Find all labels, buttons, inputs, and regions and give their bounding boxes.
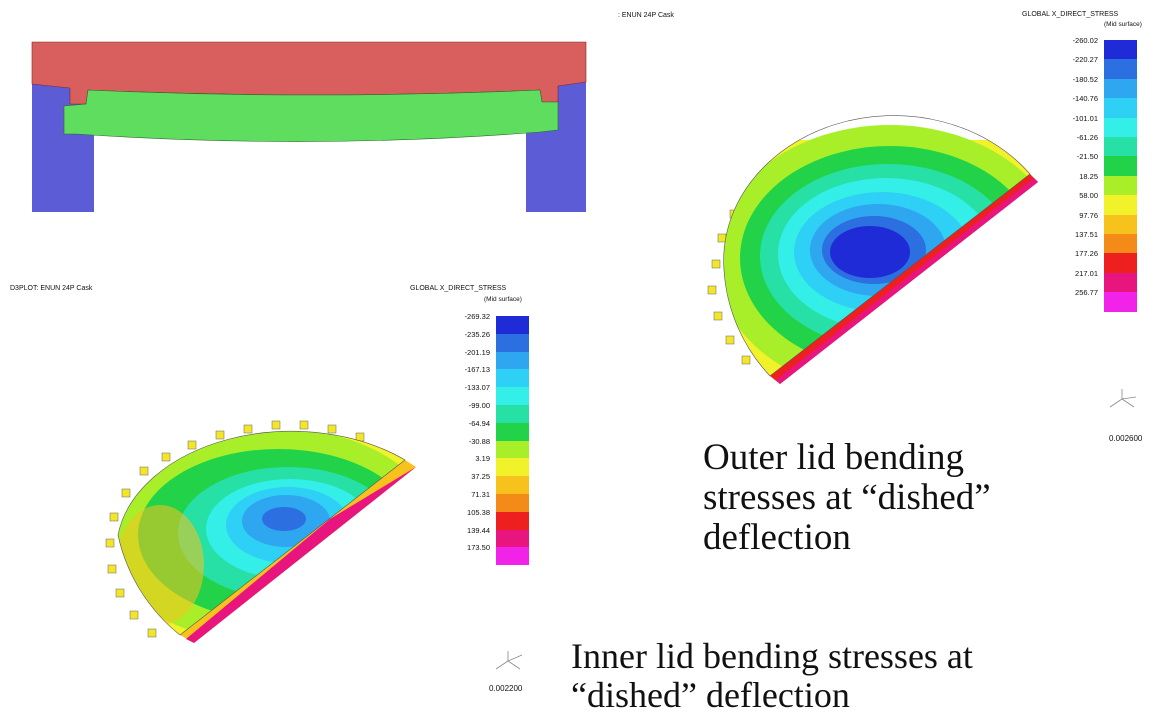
legend-color-swatch	[1104, 117, 1137, 137]
inner-rim-notches	[105, 420, 365, 638]
legend-color-swatch	[496, 476, 529, 494]
legend-color-swatch	[1104, 137, 1137, 157]
legend-color-swatch	[1104, 156, 1137, 176]
legend-value-label: -167.13	[464, 365, 490, 375]
inner-caption-line-2: “dished” deflection	[571, 674, 850, 715]
legend-color-swatch	[1104, 98, 1137, 118]
legend-value-label: 58.00	[1079, 191, 1098, 201]
legend-value-label: 18.25	[1079, 171, 1098, 181]
legend-color-swatch	[496, 529, 529, 548]
inner-scale-value: 0.002200	[489, 684, 523, 693]
legend-color-swatch	[1104, 234, 1137, 254]
legend-value-label: -21.50	[1076, 152, 1098, 162]
legend-value-label: -61.26	[1076, 133, 1098, 142]
outer-caption-line-2: stresses at “dished”	[703, 476, 991, 518]
legend-color-swatch	[1104, 253, 1137, 273]
outer-lid-cut-face	[770, 174, 1038, 384]
legend-color-swatch	[496, 316, 529, 334]
outer-color-legend: -260.02 -220.27 -180.52 -140.76 -101.01 -61.2…	[1060, 36, 1160, 320]
inner-legend-subtitle: (Mid surface)	[484, 296, 522, 303]
legend-color-swatch	[496, 547, 529, 566]
legend-color-swatch	[496, 511, 529, 530]
legend-color-swatch	[496, 494, 529, 512]
legend-value-label: 3.19	[475, 454, 490, 464]
legend-color-swatch	[1104, 175, 1137, 196]
outer-legend-subtitle: (Mid surface)	[1104, 21, 1142, 28]
inner-panel-header: D3PLOT: ENUN 24P Cask	[10, 285, 93, 292]
outer-caption-line-3: deflection	[703, 516, 851, 558]
legend-value-label: -220.27	[1072, 55, 1098, 65]
legend-color-swatch	[496, 351, 529, 370]
legend-color-swatch	[1104, 40, 1137, 60]
legend-value-label: 139.44	[467, 525, 490, 535]
legend-color-swatch	[1104, 292, 1137, 312]
legend-value-label: -133.07	[464, 383, 490, 393]
outer-lid-caption: Outer lid bending stresses at “dished” d…	[703, 438, 991, 558]
legend-value-label: -201.19	[464, 347, 490, 357]
legend-value-label: -30.88	[468, 436, 490, 446]
legend-value-label: -180.52	[1072, 74, 1098, 84]
legend-color-swatch	[496, 422, 529, 441]
legend-color-swatch	[496, 387, 529, 405]
legend-value-label: 97.76	[1079, 210, 1098, 220]
legend-value-label: 37.25	[471, 472, 490, 482]
legend-color-swatch	[1104, 59, 1137, 79]
inner-caption-line-1: Inner lid bending stresses at	[571, 636, 973, 676]
outer-lid-contour-plot	[707, 115, 1038, 384]
legend-color-swatch	[1104, 78, 1137, 99]
outer-scale-value: 0.002600	[1109, 434, 1143, 443]
legend-value-label: 217.01	[1075, 268, 1098, 278]
legend-value-label: -235.26	[464, 329, 490, 339]
inner-legend-title: GLOBAL X_DIRECT_STRESS	[410, 285, 507, 292]
legend-color-swatch	[1104, 214, 1137, 234]
legend-value-label: 256.77	[1075, 288, 1098, 298]
legend-value-label: -64.94	[468, 418, 490, 428]
legend-color-swatch	[1104, 272, 1137, 293]
legend-color-swatch	[496, 405, 529, 423]
legend-value-label: 177.26	[1075, 249, 1098, 259]
outer-panel-header: : ENUN 24P Cask	[618, 12, 674, 19]
inner-lid-caption: Inner lid bending stresses at “dished” d…	[571, 637, 973, 715]
legend-value-label: -140.76	[1072, 94, 1098, 104]
legend-color-swatch	[496, 333, 529, 352]
legend-color-swatch	[1104, 195, 1137, 215]
legend-color-swatch	[496, 369, 529, 388]
inner-lid-contour-plot	[105, 420, 416, 643]
outer-legend-title: GLOBAL X_DIRECT_STRESS	[1022, 11, 1119, 18]
outer-caption-line-1: Outer lid bending	[703, 437, 965, 478]
legend-value-label: 173.50	[467, 543, 490, 553]
legend-color-swatch	[496, 440, 529, 459]
inner-lid-shape	[63, 89, 559, 142]
legend-value-label: 71.31	[471, 490, 490, 499]
legend-value-label: -101.01	[1072, 113, 1098, 123]
legend-color-swatch	[496, 458, 529, 477]
legend-value-label: -269.32	[464, 312, 490, 321]
inner-color-legend: -269.32 -235.26 -201.19 -167.13 -133.07 -99.0…	[450, 312, 550, 576]
legend-value-label: 137.51	[1075, 230, 1098, 239]
outer-axis-triad-icon	[1109, 389, 1137, 408]
legend-value-label: -260.02	[1072, 36, 1098, 45]
legend-value-label: -99.00	[468, 401, 490, 410]
legend-value-label: 105.38	[467, 507, 490, 517]
inner-axis-triad-icon	[495, 651, 523, 670]
lid-deflection-diagram	[31, 41, 587, 212]
